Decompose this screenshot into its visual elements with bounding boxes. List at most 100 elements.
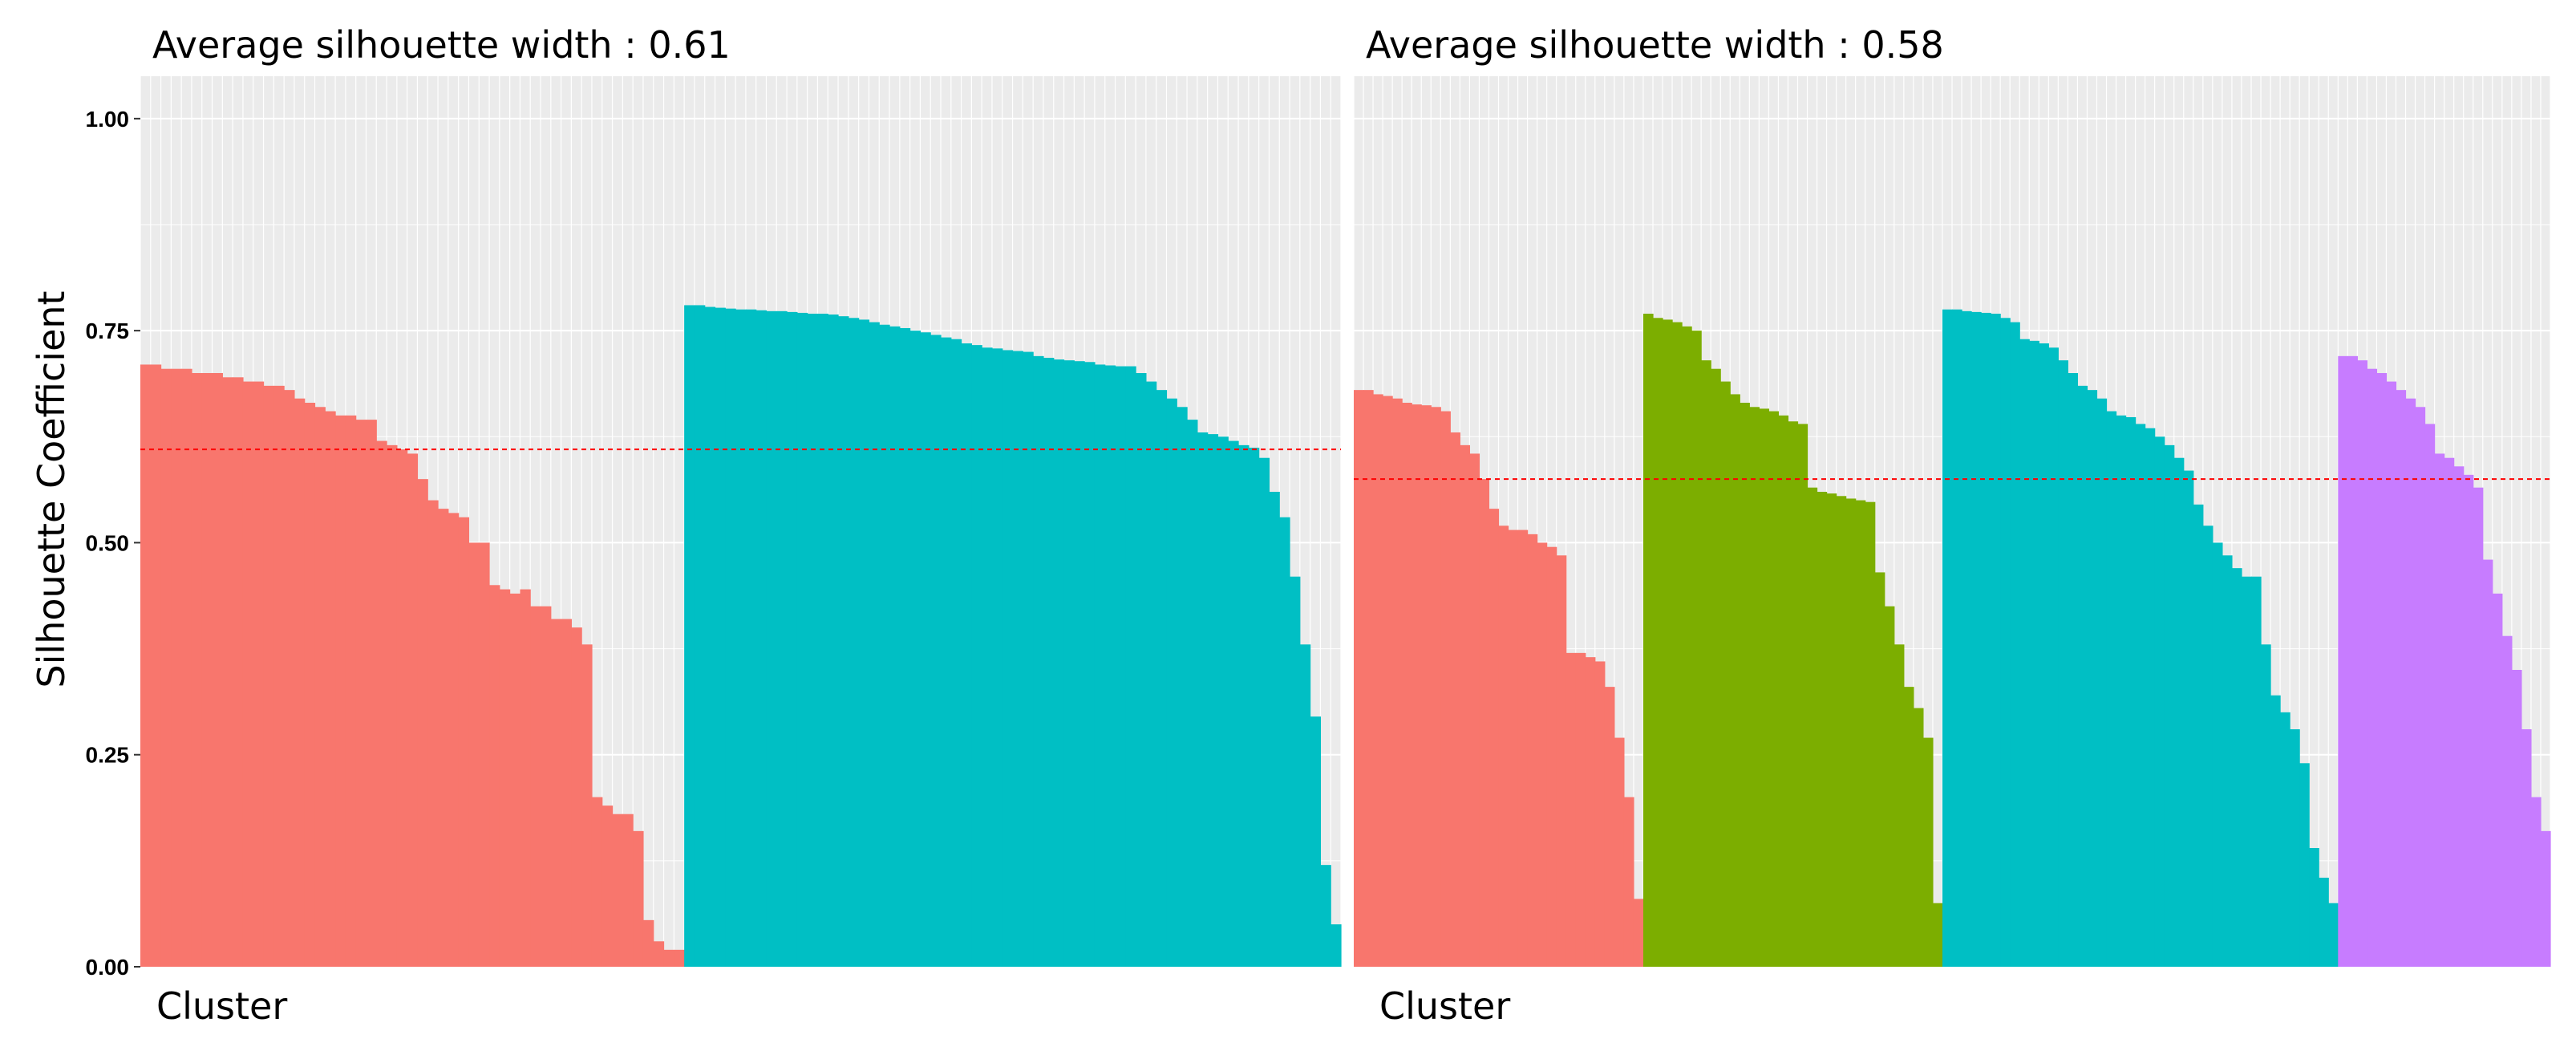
bar-cluster-2-obs-28	[961, 343, 972, 967]
bar-cluster-3-obs-26	[2183, 470, 2194, 967]
panel-title: Average silhouette width : 0.58	[1366, 23, 1944, 67]
bar-cluster-1-obs-27	[1604, 687, 1615, 967]
bar-cluster-1-obs-7	[1412, 404, 1422, 968]
bar-cluster-2-obs-56	[1248, 448, 1260, 967]
bar-cluster-3-obs-25	[2173, 457, 2185, 967]
bar-cluster-2-obs-54	[1228, 440, 1239, 967]
bar-cluster-2-obs-18	[1807, 487, 1818, 967]
bar-cluster-3-obs-32	[2241, 576, 2252, 967]
bar-cluster-2-obs-31	[991, 348, 1003, 967]
bar-cluster-2-obs-49	[1177, 407, 1188, 967]
bar-cluster-2-obs-4	[1672, 322, 1683, 968]
bar-cluster-3-obs-36	[2280, 712, 2290, 967]
bar-cluster-2-obs-43	[1115, 366, 1126, 967]
bar-cluster-1-obs-13	[263, 385, 274, 967]
bar-cluster-2-obs-52	[1207, 434, 1219, 967]
bar-cluster-2-obs-58	[1269, 492, 1280, 967]
bar-cluster-1-obs-34	[479, 542, 490, 967]
bar-cluster-2-obs-35	[1033, 355, 1044, 967]
bar-cluster-3-obs-22	[2145, 428, 2156, 967]
bar-cluster-2-obs-20	[879, 324, 890, 967]
bar-cluster-1-obs-41	[550, 619, 562, 967]
bar-cluster-2-obs-18	[858, 319, 870, 967]
bar-cluster-1-obs-2	[150, 364, 162, 967]
bar-cluster-2-obs-29	[1913, 708, 1924, 967]
bar-cluster-1-obs-50	[642, 919, 654, 967]
bar-cluster-2-obs-26	[941, 337, 952, 968]
bar-cluster-2-obs-24	[1865, 501, 1876, 967]
bar-cluster-1-obs-9	[222, 377, 233, 967]
bar-cluster-4-obs-2	[2347, 355, 2358, 967]
bar-cluster-1-obs-30	[438, 509, 449, 967]
bar-cluster-4-obs-19	[2511, 670, 2522, 967]
bar-cluster-2-obs-29	[971, 345, 982, 968]
bar-cluster-3-obs-5	[1981, 312, 1991, 967]
bar-cluster-2-obs-13	[807, 314, 819, 967]
bar-cluster-3-obs-27	[2193, 504, 2204, 967]
bar-cluster-2-obs-13	[1759, 408, 1769, 967]
bar-cluster-1-obs-29	[427, 500, 439, 967]
bar-cluster-2-obs-37	[1053, 359, 1065, 968]
panel-2: Average silhouette width : 0.58 Cluster	[1353, 23, 2551, 1028]
bar-cluster-1-obs-51	[653, 941, 665, 967]
bar-cluster-1-obs-20	[335, 415, 346, 967]
bar-cluster-2-obs-24	[920, 332, 931, 967]
bar-cluster-4-obs-20	[2521, 729, 2532, 967]
bar-cluster-2-obs-15	[1778, 415, 1789, 967]
bar-cluster-2-obs-21	[1836, 496, 1847, 967]
x-axis-label: Cluster	[156, 984, 287, 1028]
bar-cluster-1-obs-43	[571, 627, 582, 967]
bar-cluster-3-obs-12	[2048, 347, 2059, 967]
bar-cluster-1-obs-15	[284, 390, 295, 968]
bar-cluster-1-obs-9	[1431, 407, 1441, 967]
bar-cluster-1-obs-10	[1440, 411, 1451, 967]
bar-cluster-1-obs-23	[366, 420, 377, 967]
bar-cluster-2-obs-39	[1074, 361, 1085, 967]
bar-cluster-2-obs-47	[1156, 390, 1168, 968]
bar-cluster-3-obs-23	[2154, 436, 2165, 967]
bar-cluster-2-obs-12	[796, 312, 808, 967]
bar-cluster-1-obs-25	[387, 444, 398, 967]
bar-cluster-3-obs-15	[2077, 385, 2088, 967]
bar-cluster-1-obs-33	[468, 542, 480, 967]
bar-cluster-3-obs-37	[2290, 729, 2300, 967]
bar-cluster-2-obs-16	[1788, 421, 1799, 967]
bar-cluster-4-obs-3	[2357, 360, 2367, 968]
bar-cluster-2-obs-36	[1043, 357, 1055, 967]
bar-cluster-4-obs-22	[2540, 830, 2551, 967]
y-tick-label: 1.00	[86, 107, 130, 132]
bar-cluster-1-obs-15	[1488, 509, 1500, 967]
bar-cluster-2-obs-17	[848, 318, 860, 967]
bar-cluster-2-obs-60	[1290, 576, 1301, 967]
x-axis-label: Cluster	[1379, 984, 1510, 1028]
bar-cluster-2-obs-6	[735, 309, 747, 967]
bar-cluster-4-obs-5	[2376, 373, 2388, 967]
bar-cluster-1-obs-3	[160, 368, 172, 967]
bar-cluster-2-obs-64	[1331, 924, 1342, 967]
bar-cluster-2-obs-11	[787, 311, 798, 967]
bar-cluster-1-obs-12	[253, 381, 265, 968]
bar-cluster-1-obs-24	[376, 440, 387, 967]
bar-cluster-2-obs-27	[950, 339, 962, 967]
bar-cluster-3-obs-8	[2010, 322, 2020, 968]
bar-cluster-1-obs-18	[1517, 530, 1529, 967]
bar-cluster-3-obs-10	[2029, 340, 2039, 967]
bar-cluster-4-obs-16	[2482, 559, 2493, 967]
panel-1: 0.00 0.25 0.50 0.75 1.00 Average silhouette w…	[86, 23, 1342, 1028]
bar-cluster-3-obs-41	[2328, 903, 2339, 967]
bar-cluster-2-obs-15	[828, 314, 839, 967]
bar-cluster-1-obs-29	[1623, 797, 1634, 967]
bar-cluster-1-obs-4	[171, 368, 182, 967]
bar-cluster-1-obs-6	[1402, 403, 1412, 967]
bar-cluster-2-obs-7	[745, 309, 757, 967]
bar-cluster-1-obs-20	[1537, 542, 1548, 967]
y-tick-label: 0.75	[86, 319, 130, 343]
bar-cluster-3-obs-39	[2309, 848, 2319, 967]
bar-cluster-2-obs-27	[1894, 644, 1905, 967]
bar-cluster-3-obs-13	[2058, 360, 2068, 968]
panel-title: Average silhouette width : 0.61	[152, 23, 731, 67]
bar-cluster-2-obs-17	[1797, 424, 1808, 967]
bar-cluster-2-obs-4	[715, 307, 726, 968]
bar-cluster-4-obs-17	[2492, 593, 2503, 967]
bar-cluster-1-obs-22	[355, 420, 367, 967]
